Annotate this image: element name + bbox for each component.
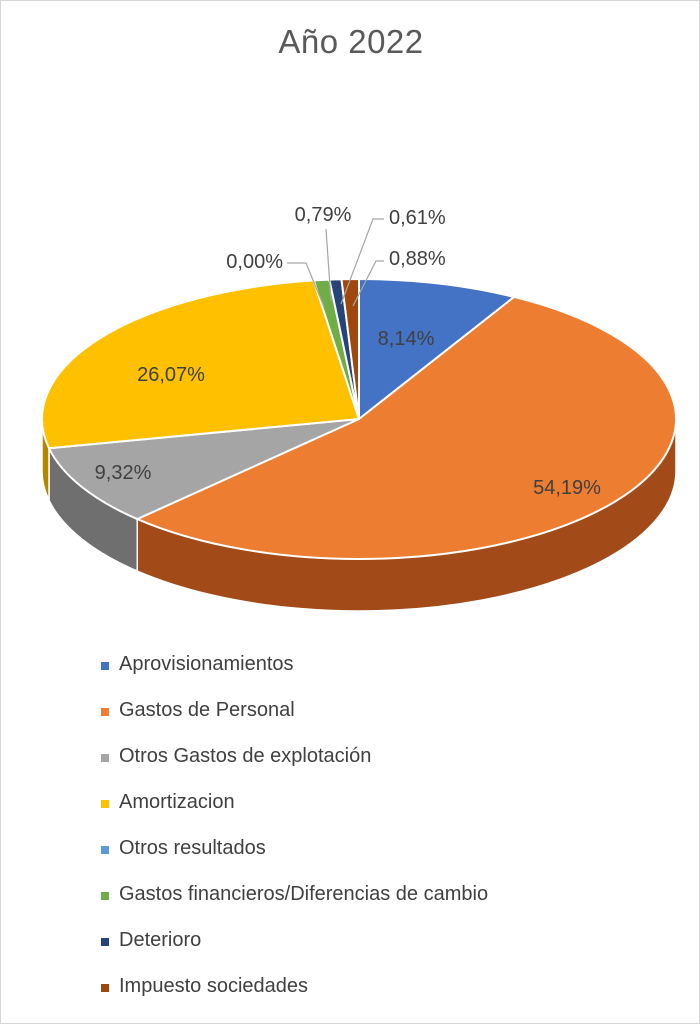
leader-line-4 (287, 262, 325, 308)
legend-swatch (101, 662, 109, 670)
legend-swatch (101, 938, 109, 946)
pie-chart: 8,14% 54,19% 9,32% 26,07% 0,00% 0,79% 0,61% 0,8… (41, 204, 677, 612)
pie-slice-2 (47, 418, 360, 521)
data-label-0: 8,14% (378, 328, 435, 350)
data-label-6: 0,61% (389, 207, 446, 229)
legend-item: Aprovisionamientos (101, 653, 488, 699)
chart-legend: Aprovisionamientos Gastos de Personal Otro… (101, 653, 488, 1021)
legend-swatch (101, 892, 109, 900)
legend-item: Otros Gastos de explotación (101, 745, 488, 791)
data-label-5: 0,79% (295, 204, 352, 226)
leader-line-6 (340, 218, 384, 305)
legend-label: Otros Gastos de explotación (119, 745, 372, 767)
chart-title: Año 2022 (278, 23, 424, 60)
legend-label: Amortizacion (119, 791, 235, 813)
leader-line-7 (352, 260, 384, 307)
data-label-7: 0,88% (389, 248, 446, 270)
legend-item: Otros resultados (101, 837, 488, 883)
legend-label: Gastos de Personal (119, 699, 295, 721)
legend-swatch (101, 984, 109, 992)
legend-item: Amortizacion (101, 791, 488, 837)
data-label-3: 26,07% (137, 364, 205, 386)
data-label-2: 9,32% (95, 462, 152, 484)
data-label-4: 0,00% (226, 251, 283, 273)
legend-swatch (101, 846, 109, 854)
legend-label: Otros resultados (119, 837, 266, 859)
data-label-1: 54,19% (533, 477, 601, 499)
legend-label: Impuesto sociedades (119, 975, 309, 997)
legend-swatch (101, 800, 109, 808)
pie-slice-3 (41, 279, 360, 450)
legend-swatch (101, 708, 109, 716)
legend-swatch (101, 754, 109, 762)
legend-item: Gastos financieros/Diferencias de cambio (101, 883, 488, 929)
pie-data-labels: 8,14% 54,19% 9,32% 26,07% 0,00% 0,79% 0,61% 0,8… (95, 204, 601, 499)
legend-item: Deterioro (101, 929, 488, 975)
pie-slice-1 (136, 295, 677, 560)
legend-item: Gastos de Personal (101, 699, 488, 745)
legend-item: Impuesto sociedades (101, 975, 488, 1021)
legend-label: Aprovisionamientos (119, 653, 294, 675)
legend-label: Deterioro (119, 929, 202, 951)
legend-label: Gastos financieros/Diferencias de cambio (119, 883, 489, 905)
leader-line-5 (325, 228, 332, 302)
pie-top-faces (41, 278, 677, 560)
